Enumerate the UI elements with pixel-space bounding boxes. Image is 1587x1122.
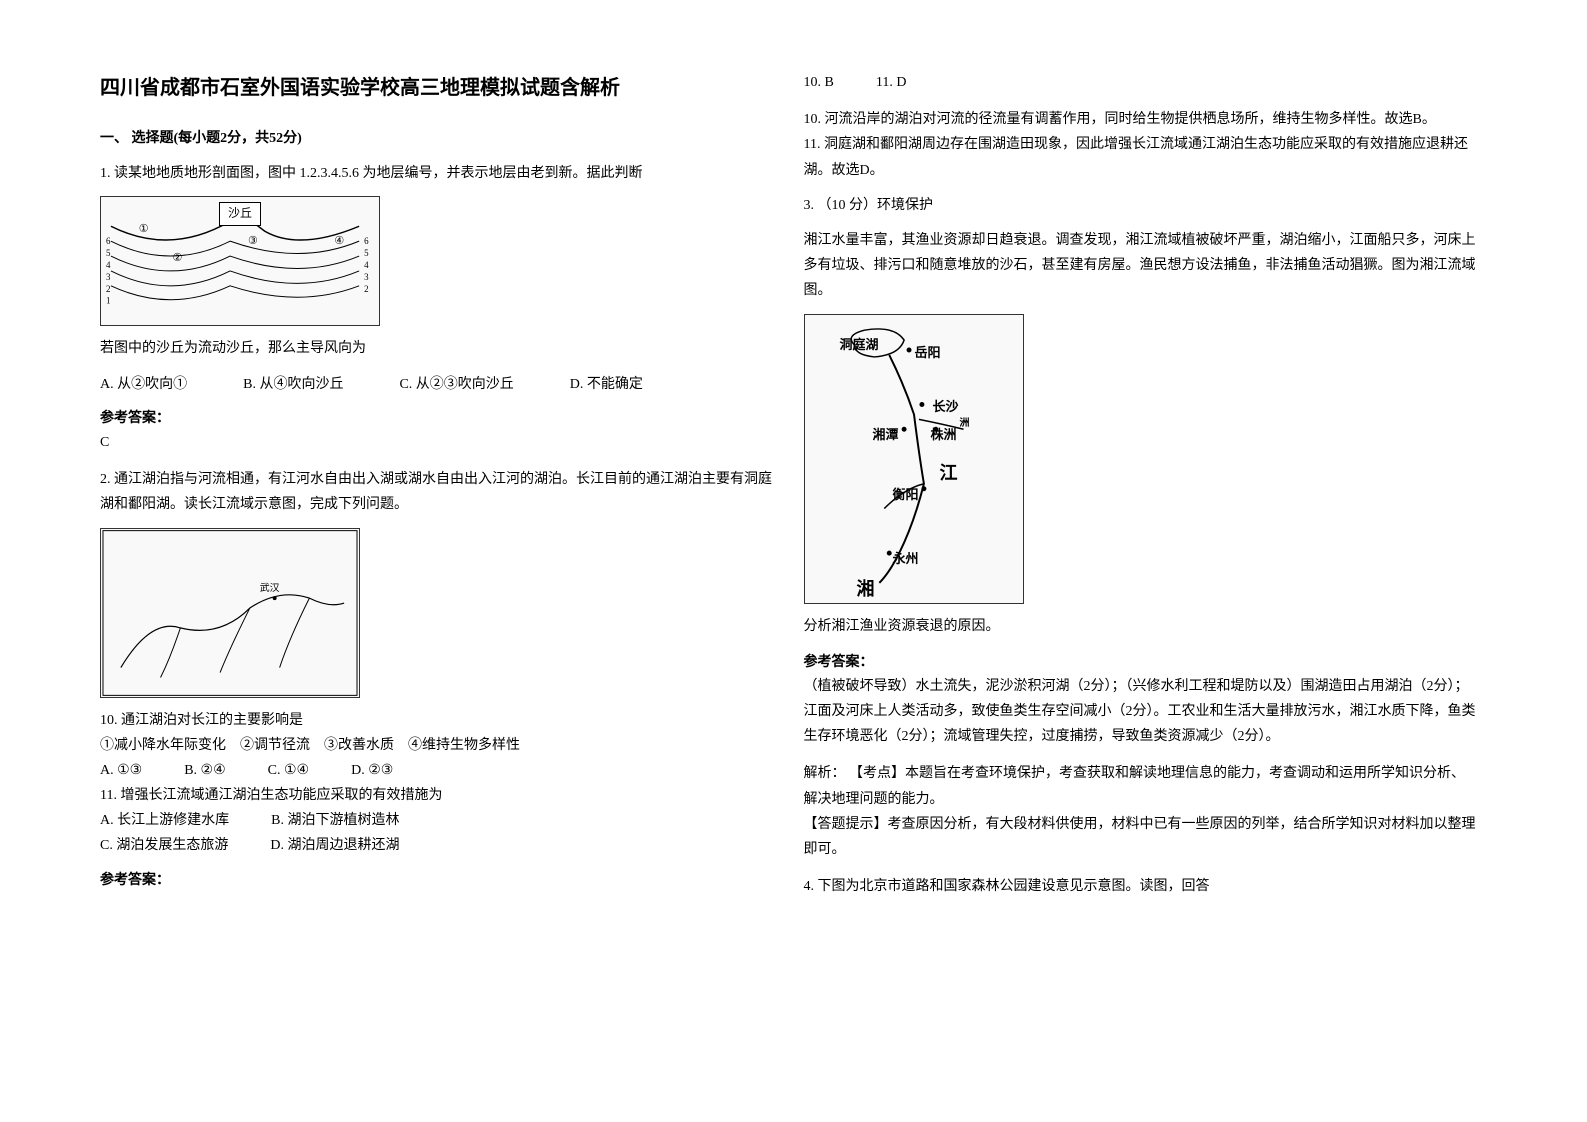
q1-text: 1. 读某地地质地形剖面图，图中 1.2.3.4.5.6 为地层编号，并表示地层… [100, 161, 774, 186]
q2-answer-label: 参考答案： [100, 867, 774, 892]
q1-prompt: 若图中的沙丘为流动沙丘，那么主导风向为 [100, 336, 774, 361]
q3-exp-label: 解析： 【考点】本题旨在考查环境保护，考查获取和解读地理信息的能力，考查调动和运… [804, 761, 1478, 811]
label-dongting: 洞庭湖 [840, 333, 879, 356]
q2-sub11: 11. 增强长江流域通江湖泊生态功能应采取的有效措施为 [100, 783, 774, 808]
q3-exp-prefix: 解析： [804, 766, 846, 781]
svg-text:2: 2 [364, 284, 368, 294]
document-title: 四川省成都市石室外国语实验学校高三地理模拟试题含解析 [100, 70, 774, 106]
svg-text:1: 1 [106, 296, 110, 306]
q3-exp1: 【考点】本题旨在考查环境保护，考查获取和解读地理信息的能力，考查调动和运用所学知… [804, 766, 1466, 806]
label-hengyang: 衡阳 [893, 483, 919, 506]
svg-text:3: 3 [364, 272, 369, 282]
svg-text:4: 4 [106, 260, 111, 270]
q2-answer-line: 10. B 11. D [804, 70, 1478, 95]
q3-title: （10 分）环境保护 [818, 198, 934, 213]
q3-num: 3. [804, 198, 815, 213]
sand-dune-label: 沙丘 [219, 202, 261, 226]
label-zhuzhou: 株洲 [931, 423, 957, 446]
q3-text: 湘江水量丰富，其渔业资源却日趋衰退。调查发现，湘江流域植被破坏严重，湖泊缩小，江… [804, 228, 1478, 304]
label-xiang: 湘 [857, 573, 875, 604]
q1-figure: 沙丘 ① ② ③ ④ 6 5 4 3 2 1 6 5 4 3 [100, 196, 380, 326]
yangtze-map: 武汉 [101, 528, 359, 698]
svg-text:4: 4 [364, 260, 369, 270]
svg-text:3: 3 [106, 272, 111, 282]
label-yongzhou: 永州 [893, 547, 919, 570]
svg-text:2: 2 [106, 284, 110, 294]
q4-num: 4. [804, 879, 815, 894]
right-column: 10. B 11. D 10. 河流沿岸的湖泊对河流的径流量有调蓄作用，同时给生… [804, 70, 1508, 1082]
question-3: 3. （10 分）环境保护 湘江水量丰富，其渔业资源却日趋衰退。调查发现，湘江流… [804, 193, 1478, 862]
svg-text:③: ③ [248, 235, 258, 247]
label-jiang: 江 [940, 457, 958, 489]
section-header: 一、 选择题(每小题2分，共52分) [100, 126, 774, 151]
svg-text:5: 5 [364, 248, 369, 258]
q1-options: A. 从②吹向① B. 从④吹向沙丘 C. 从②③吹向沙丘 D. 不能确定 [100, 372, 774, 397]
left-column: 四川省成都市石室外国语实验学校高三地理模拟试题含解析 一、 选择题(每小题2分，… [100, 70, 804, 1082]
label-zhou: 洲 [960, 415, 970, 433]
q1-answer: C [100, 430, 774, 455]
label-xiangtan: 湘潭 [873, 423, 899, 446]
q3-answer-label: 参考答案： [804, 649, 1478, 674]
q4-text: 4. 下图为北京市道路和国家森林公园建设意见示意图。读图，回答 [804, 874, 1478, 899]
q3-prompt: 分析湘江渔业资源衰退的原因。 [804, 614, 1478, 639]
q3-header: 3. （10 分）环境保护 [804, 193, 1478, 218]
question-1: 1. 读某地地质地形剖面图，图中 1.2.3.4.5.6 为地层编号，并表示地层… [100, 161, 774, 455]
q2-sub10-opts1: ①减小降水年际变化 ②调节径流 ③改善水质 ④维持生物多样性 [100, 733, 774, 758]
q4-body: 下图为北京市道路和国家森林公园建设意见示意图。读图，回答 [818, 879, 1210, 894]
q1-body: 读某地地质地形剖面图，图中 1.2.3.4.5.6 为地层编号，并表示地层由老到… [114, 166, 643, 181]
q2-text: 2. 通江湖泊指与河流相通，有江河水自由出入湖或湖水自由出入江河的湖泊。长江目前… [100, 467, 774, 517]
q1-num: 1. [100, 166, 111, 181]
svg-text:6: 6 [364, 236, 369, 246]
q3-exp2: 【答题提示】考查原因分析，有大段材料供使用，材料中已有一些原因的列举，结合所学知… [804, 812, 1478, 862]
label-changsha: 长沙 [933, 395, 959, 418]
q2-sub10-opts2: A. ①③ B. ②④ C. ①④ D. ②③ [100, 758, 774, 783]
q3-figure: 洞庭湖 岳阳 长沙 湘潭 株洲 洲 衡阳 永州 湘 江 [804, 314, 1024, 604]
svg-text:6: 6 [106, 236, 111, 246]
q2-num: 2. [100, 472, 111, 487]
svg-text:①: ① [139, 224, 149, 236]
svg-text:5: 5 [106, 248, 111, 258]
q2-sub11-b: C. 湖泊发展生态旅游 D. 湖泊周边退耕还湖 [100, 833, 774, 858]
svg-text:②: ② [172, 252, 182, 264]
q3-answer: （植被破坏导致）水土流失，泥沙淤积河湖（2分）；（兴修水利工程和堤防以及）围湖造… [804, 674, 1478, 750]
q2-figure: 武汉 [100, 528, 360, 698]
question-2: 2. 通江湖泊指与河流相通，有江河水自由出入湖或湖水自由出入江河的湖泊。长江目前… [100, 467, 774, 892]
q2-body: 通江湖泊指与河流相通，有江河水自由出入湖或湖水自由出入江河的湖泊。长江目前的通江… [100, 472, 772, 512]
question-4: 4. 下图为北京市道路和国家森林公园建设意见示意图。读图，回答 [804, 874, 1478, 899]
label-yueyang: 岳阳 [915, 341, 941, 364]
q2-exp10: 10. 河流沿岸的湖泊对河流的径流量有调蓄作用，同时给生物提供栖息场所，维持生物… [804, 107, 1478, 132]
svg-text:④: ④ [334, 235, 344, 247]
svg-text:武汉: 武汉 [260, 581, 280, 594]
q1-answer-label: 参考答案： [100, 405, 774, 430]
q2-sub11-a: A. 长江上游修建水库 B. 湖泊下游植树造林 [100, 808, 774, 833]
q2-exp11: 11. 洞庭湖和鄱阳湖周边存在围湖造田现象，因此增强长江流域通江湖泊生态功能应采… [804, 132, 1478, 182]
q2-sub10: 10. 通江湖泊对长江的主要影响是 [100, 708, 774, 733]
